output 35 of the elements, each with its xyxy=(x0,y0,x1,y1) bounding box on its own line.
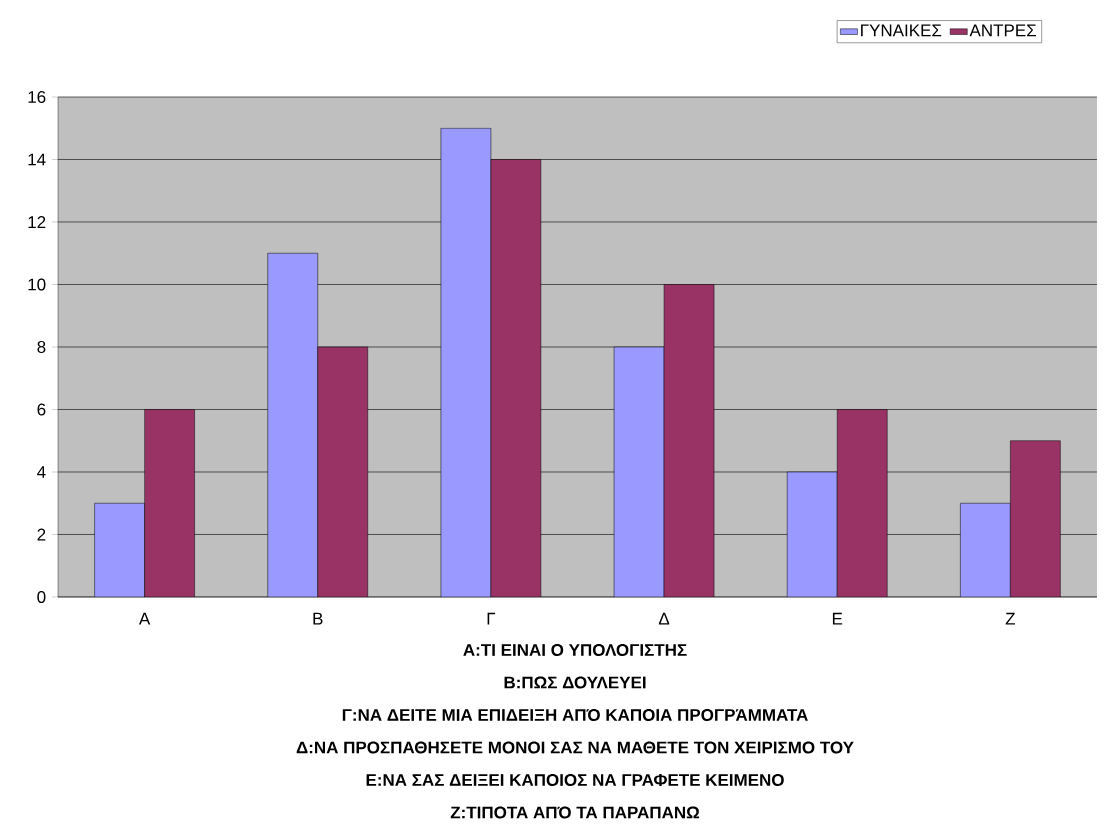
x-tick-label: Α xyxy=(138,612,151,625)
bar xyxy=(440,127,492,597)
y-tick-label: 8 xyxy=(37,340,46,353)
y-tick-label: 0 xyxy=(37,590,46,603)
text: Γ:ΝΑ ΔΕΙΤΕ ΜΙΑ ΕΠΙΔΕΙΞΗ ΑΠΌ ΚΑΠΟΙΑ ΠΡΟΓΡΆΜΜΑΤΑ xyxy=(342,708,808,721)
x-tick-label: Ζ xyxy=(1005,612,1016,625)
text: Ζ:ΤΙΠΟΤΑ ΑΠΌ ΤΑ ΠΑΡΑΠΑΝΩ xyxy=(450,806,700,819)
x-tick-label: Β xyxy=(313,612,323,625)
x-tick-label: Δ xyxy=(658,612,670,625)
bar xyxy=(144,409,195,597)
legend-label: ΑΝΤΡΕΣ xyxy=(969,24,1037,37)
text: Β:ΠΩΣ ΔΟΥΛΕΥΕΙ xyxy=(504,676,646,689)
x-tick-label: Γ xyxy=(487,612,496,625)
legend-label: ΓΥΝΑΙΚΕΣ xyxy=(861,24,942,37)
text: Δ:ΝΑ ΠΡΟΣΠΑΘΗΣΕΤΕ ΜΟΝΟΙ ΣΑΣ ΝΑ ΜΑΘΕΤΕ ΤΟΝ ΧΕΙΡΙΣΜΟ ΤΟΥ xyxy=(296,741,854,754)
bar xyxy=(613,346,665,597)
bar xyxy=(94,502,145,597)
bar xyxy=(1010,440,1061,597)
y-tick-label: 14 xyxy=(28,153,46,166)
y-tick-label: 6 xyxy=(37,403,46,416)
y-tick-label: 4 xyxy=(37,466,46,478)
bar xyxy=(267,252,318,597)
x-tick-label: Ε xyxy=(832,612,843,625)
y-tick-label: 16 xyxy=(28,90,46,103)
y-tick-label: 10 xyxy=(28,278,46,291)
bar xyxy=(786,471,838,597)
bar xyxy=(836,409,888,597)
bar xyxy=(317,346,368,597)
y-tick-label: 2 xyxy=(37,528,46,541)
bar xyxy=(960,502,1011,597)
bar xyxy=(663,284,715,597)
text: Ε:ΝΑ ΣΑΣ ΔΕΙΞΕΙ ΚΑΠΟΙΟΣ ΝΑ ΓΡΑΦΕΤΕ ΚΕΙΜΕΝΟ xyxy=(366,773,784,786)
y-tick-label: 12 xyxy=(28,215,46,228)
text: Α:ΤΙ ΕΙΝΑΙ Ο ΥΠΟΛΟΓΙΣΤΗΣ xyxy=(463,643,687,656)
bar xyxy=(490,159,542,597)
